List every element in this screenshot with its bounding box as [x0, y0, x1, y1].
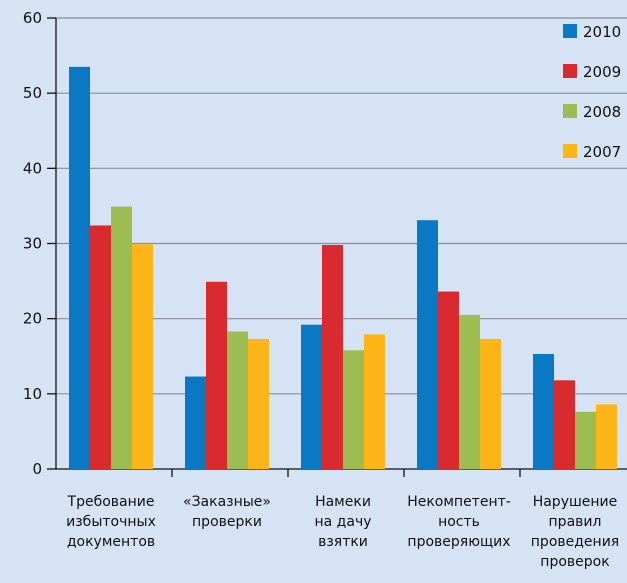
bar-2009-4 — [438, 291, 459, 469]
bar-2008-2 — [227, 331, 248, 469]
bar-2008-1 — [111, 206, 132, 469]
y-tick-label: 60 — [23, 9, 42, 27]
bar-2007-3 — [364, 334, 385, 469]
bar-2008-5 — [575, 411, 596, 469]
bar-2010-1 — [69, 66, 90, 469]
legend-label-2009: 2009 — [583, 63, 621, 81]
bar-2010-5 — [533, 353, 554, 469]
category-label: Намеки на дачу взятки — [315, 494, 372, 550]
y-tick-label: 40 — [23, 159, 42, 177]
bar-2007-1 — [132, 244, 153, 469]
legend-swatch-2009 — [563, 64, 577, 78]
bar-2009-5 — [554, 380, 575, 469]
bar-2009-3 — [322, 245, 343, 469]
category-label: Нарушение правил проведения проверок — [531, 494, 619, 570]
y-tick-label: 0 — [32, 460, 42, 478]
legend-swatch-2010 — [563, 24, 577, 38]
category-label: «Заказные» проверки — [183, 494, 271, 530]
y-tick-label: 10 — [23, 385, 42, 403]
bar-2007-2 — [248, 338, 269, 469]
bar-2010-3 — [301, 324, 322, 469]
legend-label-2007: 2007 — [583, 143, 621, 161]
legend-swatch-2007 — [563, 144, 577, 158]
bar-2010-4 — [417, 220, 438, 469]
bar-2010-2 — [185, 376, 206, 469]
y-tick-label: 20 — [23, 310, 42, 328]
bar-2009-2 — [206, 281, 227, 469]
bar-2007-5 — [596, 404, 617, 469]
y-tick-label: 30 — [23, 235, 42, 253]
category-label: Требование избыточных документов — [66, 494, 156, 550]
legend-swatch-2008 — [563, 104, 577, 118]
legend-label-2008: 2008 — [583, 103, 621, 121]
bar-2009-1 — [90, 225, 111, 469]
bar-2007-4 — [480, 338, 501, 469]
y-tick-label: 50 — [23, 84, 42, 102]
legend-label-2010: 2010 — [583, 23, 621, 41]
bar-2008-3 — [343, 350, 364, 469]
bar-2008-4 — [459, 314, 480, 469]
category-label: Некомпетент-ность проверяющих — [407, 494, 511, 550]
